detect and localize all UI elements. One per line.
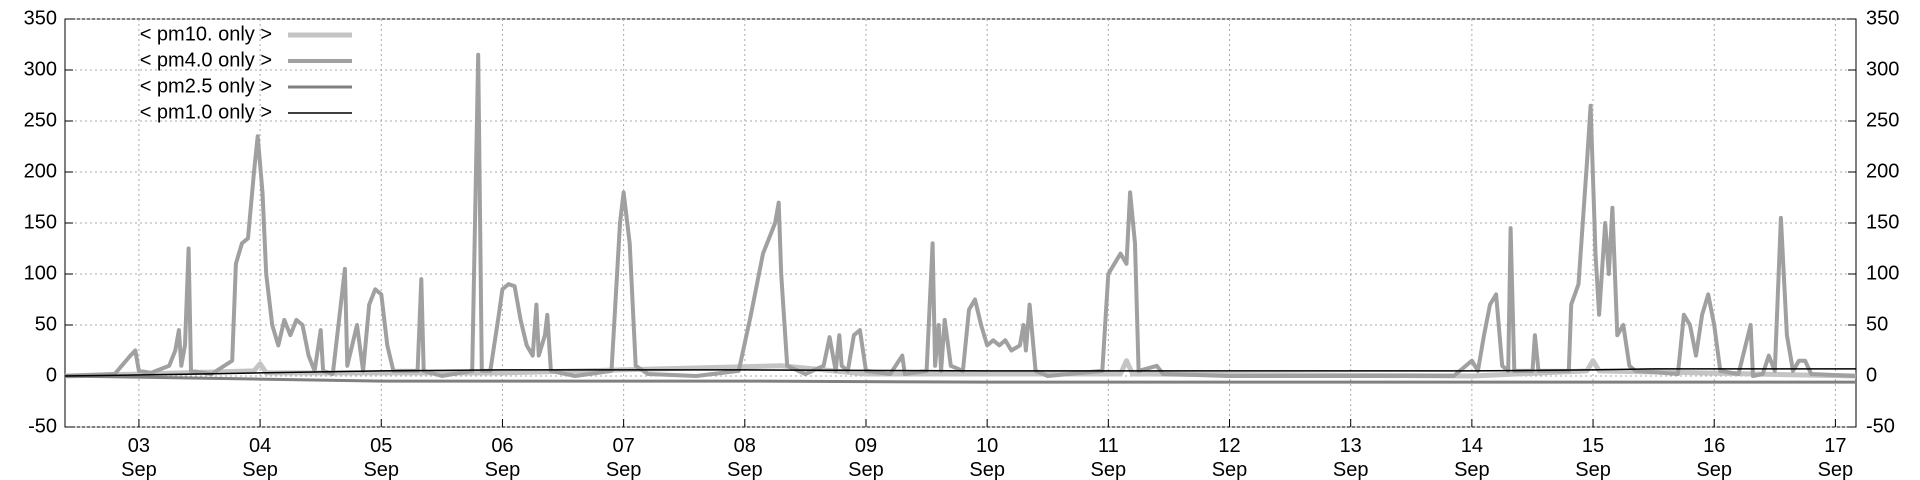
x-tick-label: 04 Sep bbox=[242, 435, 278, 480]
series-line bbox=[64, 358, 1857, 379]
y-tick-label: 250 bbox=[24, 109, 57, 131]
x-tick-label: 07 Sep bbox=[606, 435, 642, 480]
y-tick-label: 200 bbox=[24, 160, 57, 182]
y2-tick-label: 0 bbox=[1866, 364, 1877, 386]
x-tick-label: 17 Sep bbox=[1818, 435, 1854, 480]
y2-tick-label: 350 bbox=[1866, 7, 1899, 29]
y-tick-label: 50 bbox=[35, 313, 57, 335]
x-tick-label: 09 Sep bbox=[848, 435, 884, 480]
y-tick-label: 150 bbox=[24, 211, 57, 233]
y2-tick-label: -50 bbox=[1866, 415, 1895, 437]
y2-tick-label: 150 bbox=[1866, 211, 1899, 233]
series-line bbox=[64, 374, 1856, 384]
y-tick-label: 0 bbox=[46, 364, 57, 386]
x-tick-label: 08 Sep bbox=[727, 435, 763, 480]
x-tick-label: 06 Sep bbox=[485, 435, 521, 480]
y-tick-label: -50 bbox=[28, 415, 57, 437]
y2-tick-label: 250 bbox=[1866, 109, 1899, 131]
x-tick-label: 03 Sep bbox=[121, 435, 157, 480]
y2-tick-label: 50 bbox=[1866, 313, 1888, 335]
series-line bbox=[64, 368, 1856, 377]
x-tick-label: 16 Sep bbox=[1696, 435, 1732, 480]
legend-label: < pm2.5 only > bbox=[140, 75, 272, 97]
legend-label: < pm10. only > bbox=[140, 23, 272, 45]
series-line bbox=[64, 52, 1857, 378]
x-tick-label: 14 Sep bbox=[1454, 435, 1490, 480]
y-tick-label: 350 bbox=[24, 7, 57, 29]
legend-label: < pm4.0 only > bbox=[140, 49, 272, 71]
x-tick-label: 10 Sep bbox=[969, 435, 1005, 480]
y2-tick-label: 300 bbox=[1866, 58, 1899, 80]
y-tick-label: 100 bbox=[24, 262, 57, 284]
x-tick-label: 05 Sep bbox=[363, 435, 399, 480]
y2-tick-label: 200 bbox=[1866, 160, 1899, 182]
legend-label: < pm1.0 only > bbox=[140, 101, 272, 123]
x-tick-label: 15 Sep bbox=[1575, 435, 1611, 480]
y-tick-label: 300 bbox=[24, 58, 57, 80]
x-tick-label: 11 Sep bbox=[1091, 435, 1127, 480]
y2-tick-label: 100 bbox=[1866, 262, 1899, 284]
x-tick-label: 13 Sep bbox=[1333, 435, 1369, 480]
x-tick-label: 12 Sep bbox=[1212, 435, 1248, 480]
